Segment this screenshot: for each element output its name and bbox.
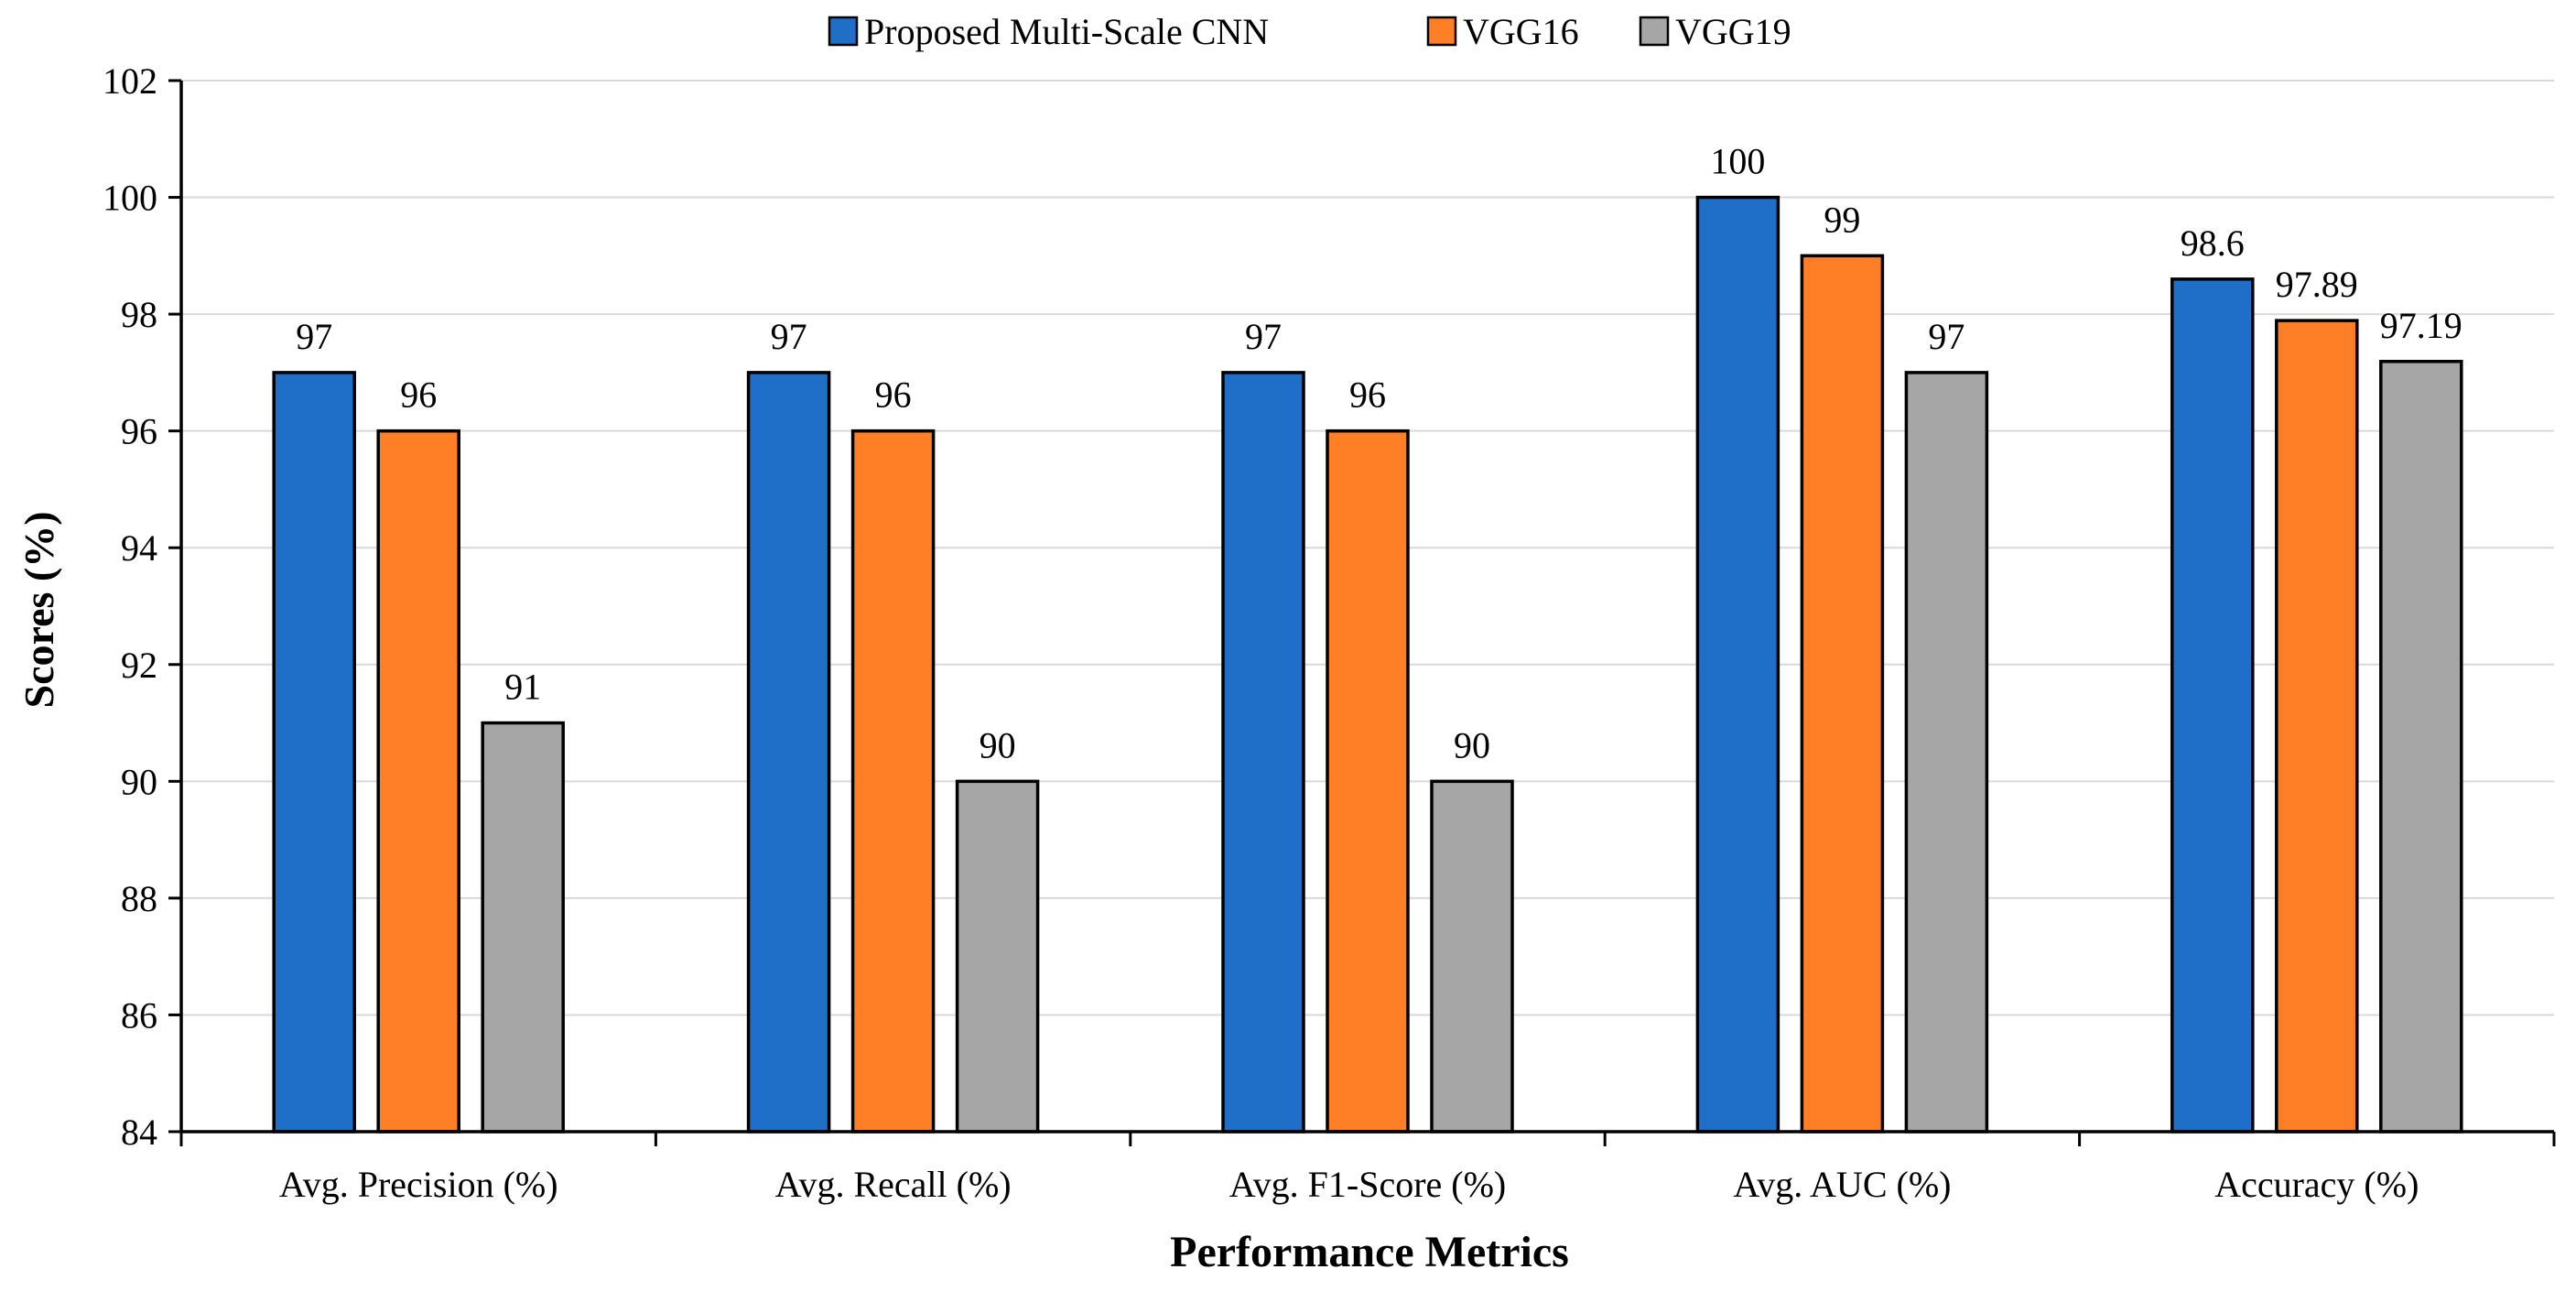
bar	[1904, 371, 1989, 1134]
bar	[1430, 779, 1514, 1134]
bar	[481, 721, 565, 1134]
bar	[376, 429, 460, 1134]
x-tick-label: Accuracy (%)	[2214, 1164, 2419, 1205]
legend-swatch	[1426, 16, 1457, 47]
bar	[746, 371, 831, 1134]
legend-label: VGG19	[1675, 11, 1791, 52]
data-label: 97	[771, 316, 807, 357]
bar	[1695, 195, 1780, 1134]
data-label: 97	[1928, 316, 1964, 357]
x-tick-label: Avg. Precision (%)	[279, 1164, 558, 1205]
data-label: 97.89	[2276, 264, 2358, 305]
data-label: 100	[1710, 141, 1765, 182]
data-label: 90	[980, 724, 1016, 765]
bar	[850, 429, 936, 1134]
data-label: 91	[504, 667, 541, 708]
data-label: 90	[1454, 724, 1490, 765]
y-tick-label: 88	[121, 878, 157, 919]
legend-swatch	[1639, 16, 1670, 47]
x-tick-label: Avg. Recall (%)	[775, 1164, 1012, 1205]
y-tick-label: 94	[121, 527, 157, 569]
data-label: 98.6	[2181, 222, 2245, 264]
legend-swatch	[828, 16, 859, 47]
bar	[955, 779, 1040, 1134]
y-tick-label: 86	[121, 994, 157, 1036]
y-tick-label: 84	[121, 1112, 157, 1153]
legend-label: VGG16	[1463, 11, 1579, 52]
data-label: 96	[875, 374, 912, 416]
bars	[272, 195, 2463, 1134]
y-tick-label: 100	[103, 178, 157, 219]
bar	[1800, 254, 1885, 1134]
x-axis-title: Performance Metrics	[1170, 1228, 1569, 1276]
bar	[2379, 360, 2463, 1134]
data-label: 97	[296, 316, 332, 357]
y-tick-label: 98	[121, 294, 157, 335]
data-labels: 97 96 91 97 96 90 97 96 90 100 99 97 98.6 97.89 97.19	[296, 141, 2462, 766]
y-tick-label: 102	[103, 60, 157, 102]
data-label: 97.19	[2380, 305, 2462, 346]
y-tick-label: 96	[121, 411, 157, 452]
y-tick-label: 92	[121, 645, 157, 686]
y-axis-title: Scores (%)	[16, 511, 62, 708]
bar	[272, 371, 356, 1134]
y-tick-label: 90	[121, 761, 157, 802]
legend-label: Proposed Multi-Scale CNN	[864, 11, 1269, 52]
axes: 84 86 88 90 92 94 96 98 100 102 Avg. Precision (%)…	[103, 60, 2556, 1205]
data-label: 97	[1245, 316, 1282, 357]
bar	[1221, 371, 1305, 1134]
data-label: 96	[400, 374, 437, 416]
bar	[2275, 319, 2359, 1134]
data-label: 96	[1349, 374, 1386, 416]
bar	[1326, 429, 1410, 1134]
x-tick-label: Avg. F1-Score (%)	[1229, 1164, 1507, 1205]
bar	[2170, 277, 2255, 1134]
legend: Proposed Multi-Scale CNN VGG16 VGG19	[828, 11, 1791, 52]
x-tick-label: Avg. AUC (%)	[1733, 1164, 1951, 1205]
data-label: 99	[1824, 199, 1860, 240]
